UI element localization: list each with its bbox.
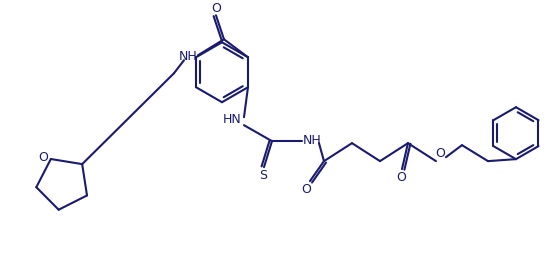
Text: HN: HN (223, 113, 242, 126)
Text: O: O (38, 150, 48, 163)
Text: O: O (396, 171, 406, 184)
Text: O: O (301, 183, 311, 196)
Text: O: O (211, 2, 221, 15)
Text: NH: NH (302, 134, 321, 147)
Text: S: S (259, 169, 267, 182)
Text: O: O (435, 147, 445, 160)
Text: NH: NH (178, 50, 197, 63)
